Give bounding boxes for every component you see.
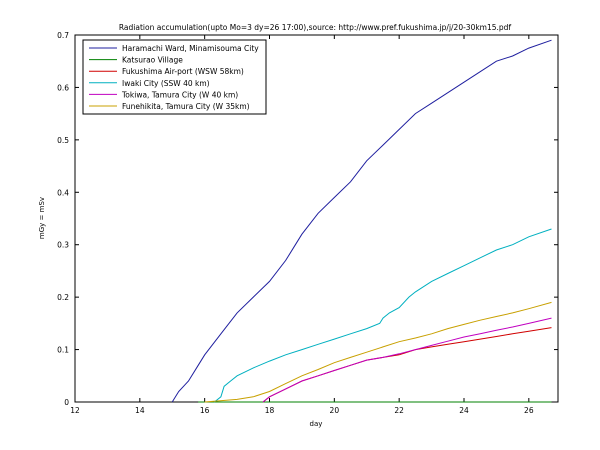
legend: Haramachi Ward, Minamisouma City Katsurao… bbox=[82, 39, 267, 115]
x-tick-label: 24 bbox=[459, 406, 469, 415]
y-tick-label: 0 bbox=[64, 398, 69, 407]
x-tick-label: 26 bbox=[524, 406, 534, 415]
x-tick-label: 22 bbox=[394, 406, 404, 415]
axis-ticks: 12 14 16 18 20 22 24 26 0 0.1 0.2 0.3 0.4 0.5 0.6 0.7 bbox=[57, 31, 558, 415]
y-tick-label: 0.2 bbox=[57, 293, 69, 302]
x-tick-label: 20 bbox=[330, 406, 340, 415]
series-line-1 bbox=[171, 39, 552, 403]
series-line-5 bbox=[262, 317, 552, 403]
y-tick-label: 0.1 bbox=[57, 346, 69, 355]
x-tick-label: 18 bbox=[265, 406, 275, 415]
legend-label-2: Katsurao Village bbox=[122, 56, 183, 65]
series-line-4 bbox=[214, 228, 552, 403]
legend-label-3: Fukushima Air-port (WSW 58km) bbox=[122, 67, 244, 76]
x-tick-label: 16 bbox=[200, 406, 210, 415]
y-tick-label: 0.5 bbox=[57, 136, 69, 145]
legend-label-1: Haramachi Ward, Minamisouma City bbox=[122, 44, 259, 53]
chart-title: Radiation accumulation(upto Mo=3 dy=26 1… bbox=[119, 23, 512, 32]
y-tick-label: 0.7 bbox=[57, 31, 69, 40]
series-line-6 bbox=[204, 301, 552, 403]
legend-label-5: Tokiwa, Tamura City (W 40 km) bbox=[121, 90, 238, 99]
legend-label-6: Funehikita, Tamura City (W 35km) bbox=[122, 102, 250, 111]
y-axis-label: mGy = mSv bbox=[38, 197, 46, 239]
legend-box bbox=[82, 39, 267, 115]
series-lines bbox=[171, 39, 552, 403]
y-tick-label: 0.4 bbox=[57, 188, 69, 197]
legend-label-4: Iwaki City (SSW 40 km) bbox=[122, 79, 210, 88]
y-tick-label: 0.6 bbox=[57, 83, 69, 92]
x-tick-label: 14 bbox=[135, 406, 145, 415]
y-tick-label: 0.3 bbox=[57, 241, 69, 250]
x-axis-label: day bbox=[310, 420, 323, 428]
x-tick-label: 12 bbox=[70, 406, 80, 415]
